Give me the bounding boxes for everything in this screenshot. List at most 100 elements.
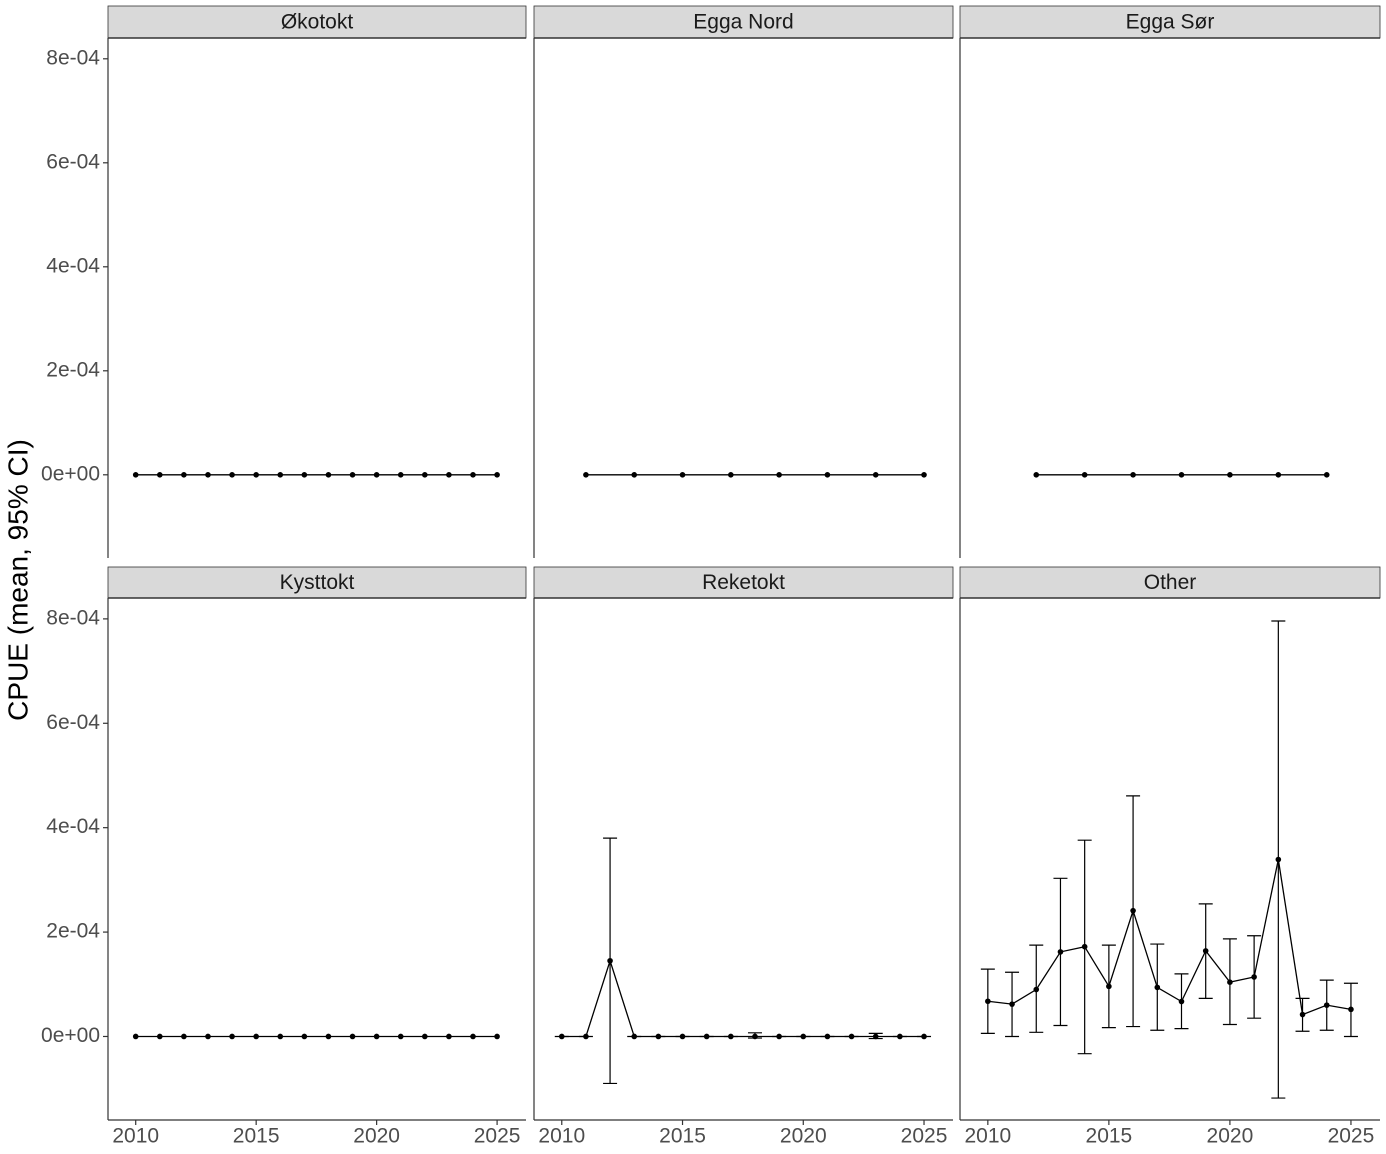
x-tick-label: 2025 bbox=[1328, 1125, 1375, 1148]
data-point bbox=[1275, 856, 1282, 863]
data-point bbox=[921, 1033, 927, 1040]
data-point bbox=[156, 472, 163, 478]
data-point bbox=[1033, 986, 1040, 993]
x-tick-label: 2015 bbox=[659, 1125, 706, 1148]
data-point bbox=[921, 472, 927, 478]
data-point bbox=[583, 1033, 589, 1040]
data-point bbox=[728, 472, 734, 478]
y-tick-label: 2e-04 bbox=[46, 358, 100, 381]
strip bbox=[533, 5, 954, 39]
y-tick-label: 8e-04 bbox=[46, 606, 100, 629]
x-tick-label: 2015 bbox=[233, 1125, 280, 1148]
data-point bbox=[253, 472, 259, 478]
x-tick-label: 2015 bbox=[1086, 1125, 1133, 1148]
y-tick-label: 6e-04 bbox=[46, 711, 100, 734]
data-point bbox=[1130, 472, 1136, 478]
y-tick-label: 0e+00 bbox=[41, 1024, 100, 1047]
data-point bbox=[373, 1033, 380, 1040]
data-point bbox=[397, 1033, 404, 1040]
x-tick-label: 2020 bbox=[1207, 1125, 1254, 1148]
y-axis-label: CPUE (mean, 95% CI) bbox=[2, 439, 33, 721]
data-point bbox=[446, 472, 452, 478]
data-point bbox=[1009, 1001, 1015, 1007]
data-point bbox=[776, 472, 782, 478]
data-point bbox=[1299, 1011, 1306, 1018]
data-point bbox=[325, 1033, 332, 1040]
x-tick-label: 2010 bbox=[112, 1125, 159, 1148]
data-point bbox=[494, 1033, 500, 1040]
data-point bbox=[229, 472, 235, 478]
x-tick-label: 2025 bbox=[474, 1125, 521, 1148]
data-point bbox=[205, 472, 211, 478]
data-point bbox=[277, 1033, 284, 1040]
data-point bbox=[1081, 472, 1088, 478]
data-point bbox=[655, 1033, 662, 1040]
data-point bbox=[253, 1033, 259, 1040]
data-point bbox=[422, 472, 428, 478]
strip bbox=[959, 566, 1381, 599]
x-tick-label: 2010 bbox=[964, 1125, 1011, 1148]
data-point bbox=[824, 472, 831, 478]
data-point bbox=[872, 472, 879, 478]
data-point bbox=[1154, 984, 1161, 991]
series-line bbox=[561, 958, 925, 1038]
data-point bbox=[679, 472, 686, 478]
data-point bbox=[607, 957, 613, 964]
strip bbox=[533, 566, 954, 599]
data-point bbox=[1323, 1002, 1330, 1008]
data-point bbox=[583, 472, 589, 478]
data-point bbox=[349, 472, 356, 478]
data-point bbox=[824, 1033, 831, 1040]
data-point bbox=[1227, 979, 1233, 985]
y-tick-label: 0e+00 bbox=[41, 462, 100, 485]
data-point bbox=[132, 1033, 139, 1040]
data-point bbox=[776, 1033, 782, 1040]
data-point bbox=[1057, 949, 1064, 955]
panel-title: Reketokt bbox=[702, 571, 785, 594]
data-point bbox=[1106, 983, 1112, 990]
data-point bbox=[1348, 1006, 1354, 1013]
data-point bbox=[422, 1033, 428, 1040]
data-point bbox=[985, 998, 991, 1005]
y-tick-label: 4e-04 bbox=[46, 254, 100, 277]
data-point bbox=[631, 472, 638, 478]
data-point bbox=[301, 472, 308, 478]
strip bbox=[107, 5, 527, 39]
data-point bbox=[277, 472, 284, 478]
data-point bbox=[728, 1033, 734, 1040]
data-point bbox=[470, 1033, 476, 1040]
data-point bbox=[848, 1033, 855, 1040]
y-tick-label: 6e-04 bbox=[46, 150, 100, 173]
panel-title: Other bbox=[1144, 571, 1197, 594]
panel-title: Økotokt bbox=[281, 11, 354, 34]
data-point bbox=[205, 1033, 211, 1040]
data-point bbox=[325, 472, 332, 478]
data-point bbox=[752, 1033, 758, 1040]
data-point bbox=[132, 472, 139, 478]
data-point bbox=[631, 1033, 638, 1040]
x-tick-label: 2025 bbox=[901, 1125, 948, 1148]
panel-title: Egga Nord bbox=[693, 11, 793, 34]
data-point bbox=[1178, 472, 1185, 478]
data-point bbox=[229, 1033, 235, 1040]
data-point bbox=[703, 1033, 710, 1040]
data-point bbox=[897, 1033, 903, 1040]
data-point bbox=[397, 472, 404, 478]
data-point bbox=[679, 1033, 686, 1040]
data-point bbox=[1275, 472, 1282, 478]
data-point bbox=[1130, 907, 1136, 914]
data-point bbox=[1202, 948, 1209, 954]
data-point bbox=[181, 1033, 187, 1040]
data-point bbox=[1227, 472, 1233, 478]
data-point bbox=[1251, 974, 1257, 980]
data-point bbox=[446, 1033, 452, 1040]
series-line bbox=[987, 859, 1352, 1016]
y-tick-label: 4e-04 bbox=[46, 815, 100, 838]
data-point bbox=[181, 472, 187, 478]
strip bbox=[959, 5, 1381, 39]
data-point bbox=[1178, 998, 1185, 1005]
panel-title: Egga Sør bbox=[1126, 11, 1215, 34]
y-tick-label: 8e-04 bbox=[46, 46, 100, 69]
data-point bbox=[373, 472, 380, 478]
